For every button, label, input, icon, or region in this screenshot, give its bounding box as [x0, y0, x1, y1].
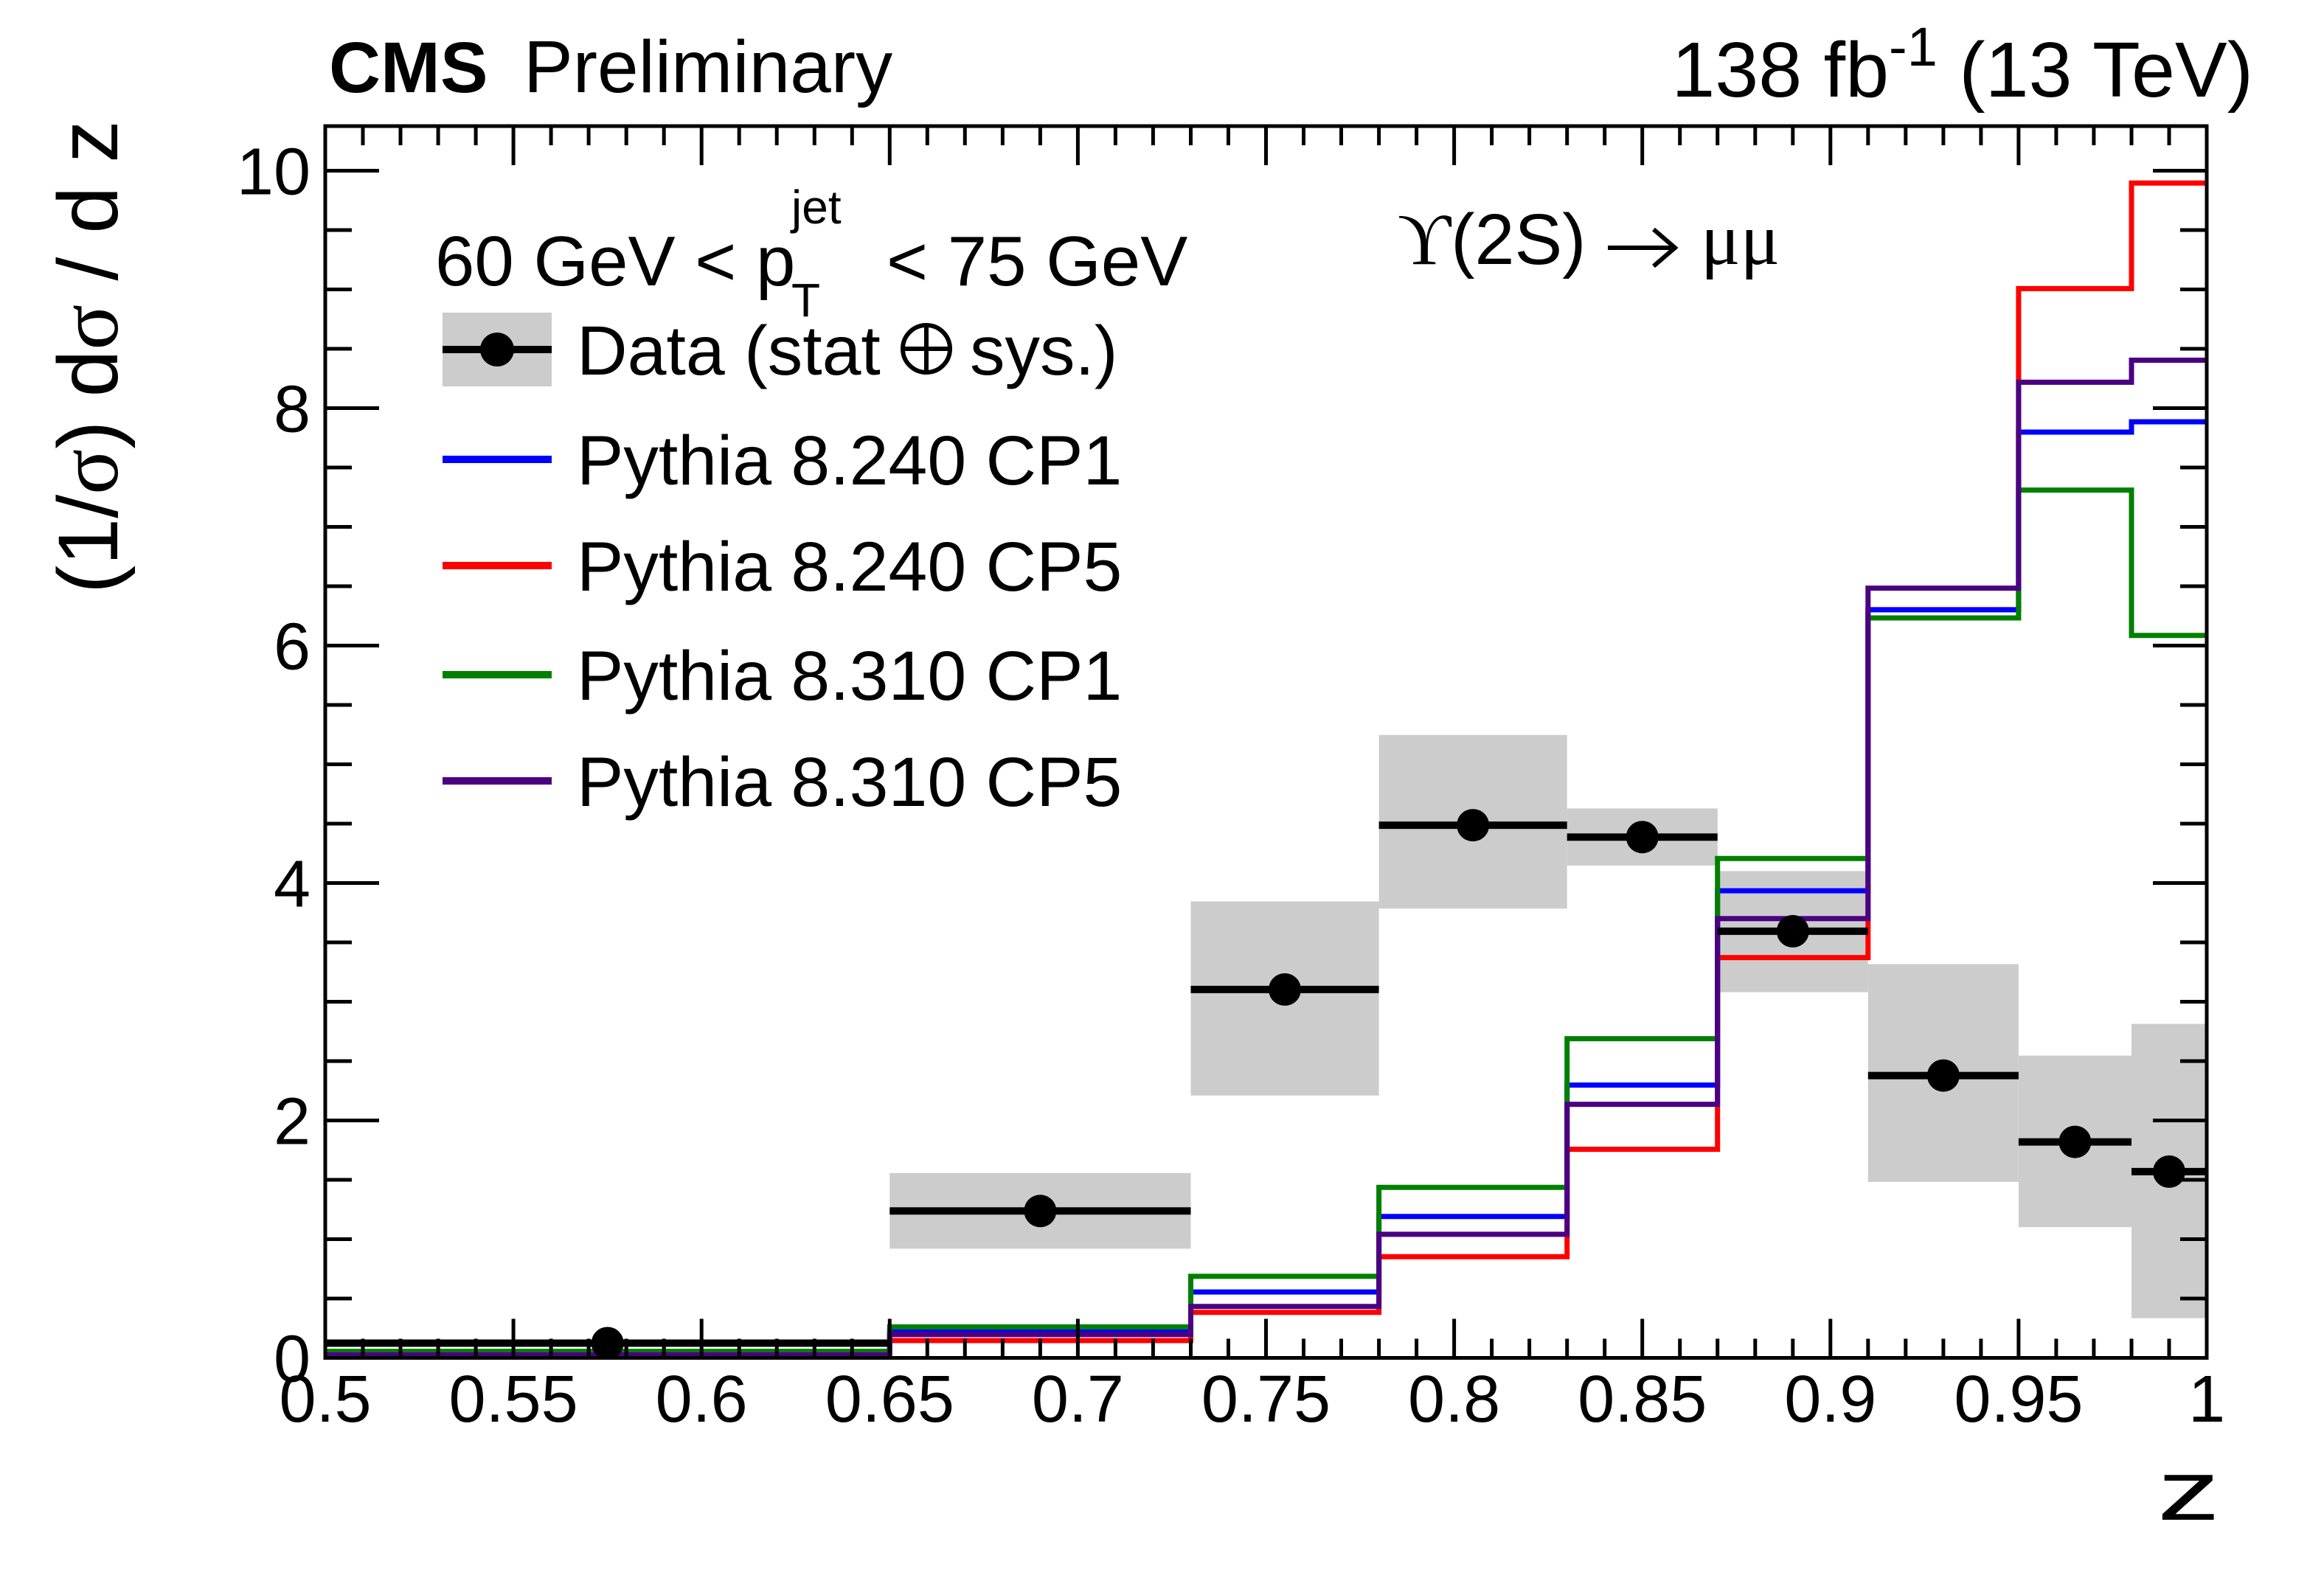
- svg-text:0.9: 0.9: [1784, 1363, 1876, 1436]
- svg-text:sys.): sys.): [970, 312, 1118, 390]
- svg-text:4: 4: [274, 848, 311, 922]
- svg-text:0.8: 0.8: [1408, 1363, 1500, 1436]
- svg-text:0: 0: [274, 1323, 311, 1397]
- svg-text:8: 8: [274, 373, 311, 447]
- svg-text:0.6: 0.6: [656, 1363, 748, 1436]
- svg-text:Pythia 8.310 CP5: Pythia 8.310 CP5: [577, 743, 1122, 821]
- svg-text:Data (stat: Data (stat: [577, 312, 881, 390]
- svg-text:0.75: 0.75: [1201, 1363, 1331, 1436]
- svg-text:0.65: 0.65: [825, 1363, 954, 1436]
- svg-text:Pythia 8.240 CP5: Pythia 8.240 CP5: [577, 528, 1122, 606]
- svg-text:(1/σ) dσ / d z: (1/σ) dσ / d z: [41, 120, 136, 594]
- svg-text:z: z: [2157, 1444, 2220, 1538]
- svg-text:ϒ(2S)μμ: ϒ(2S) μμ: [1398, 198, 1780, 280]
- svg-text:138 fb-1 (13 TeV): 138 fb-1 (13 TeV): [1671, 16, 2253, 114]
- svg-text:2: 2: [274, 1085, 311, 1159]
- svg-text:Pythia 8.240 CP1: Pythia 8.240 CP1: [577, 422, 1122, 500]
- svg-text:CMS: CMS: [329, 27, 488, 108]
- svg-text:10: 10: [237, 136, 311, 209]
- svg-text:0.5: 0.5: [279, 1363, 371, 1436]
- svg-text:1: 1: [2188, 1363, 2225, 1436]
- svg-text:Pythia 8.310 CP1: Pythia 8.310 CP1: [577, 637, 1122, 715]
- svg-text:Preliminary: Preliminary: [524, 26, 892, 108]
- svg-text:6: 6: [274, 611, 311, 684]
- svg-text:0.7: 0.7: [1032, 1363, 1124, 1436]
- svg-text:0.85: 0.85: [1578, 1363, 1707, 1436]
- svg-text:0.95: 0.95: [1954, 1363, 2083, 1436]
- svg-text:0.55: 0.55: [449, 1363, 578, 1436]
